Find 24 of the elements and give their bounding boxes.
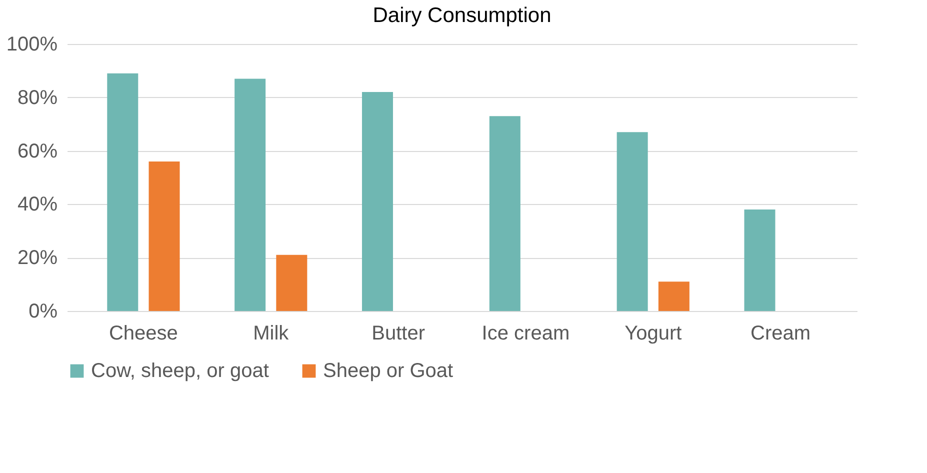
y-tick-label: 0% — [28, 300, 58, 322]
bar — [148, 161, 180, 311]
legend-label: Cow, sheep, or goat — [91, 360, 270, 382]
x-tick-label: Butter — [372, 322, 426, 344]
x-tick-label: Cream — [750, 322, 811, 344]
y-tick-label: 100% — [6, 34, 58, 56]
bar — [489, 116, 520, 311]
y-tick-label: 80% — [17, 86, 58, 109]
bar — [276, 254, 308, 311]
y-tick-label: 60% — [17, 140, 58, 162]
legend-label: Sheep or Goat — [323, 360, 454, 382]
x-tick-label: Cheese — [108, 322, 178, 344]
bar — [362, 92, 393, 311]
bar — [234, 78, 266, 311]
x-tick-label: Milk — [253, 322, 290, 344]
bar — [107, 73, 138, 311]
y-tick-label: 20% — [17, 247, 58, 270]
x-tick-label: Ice cream — [482, 322, 570, 344]
x-tick-label: Yogurt — [624, 322, 682, 344]
bar — [616, 132, 648, 311]
bar — [744, 210, 776, 311]
bar — [658, 282, 690, 311]
y-tick-label: 40% — [17, 194, 58, 216]
chart-title: Dairy Consumption — [372, 4, 552, 27]
